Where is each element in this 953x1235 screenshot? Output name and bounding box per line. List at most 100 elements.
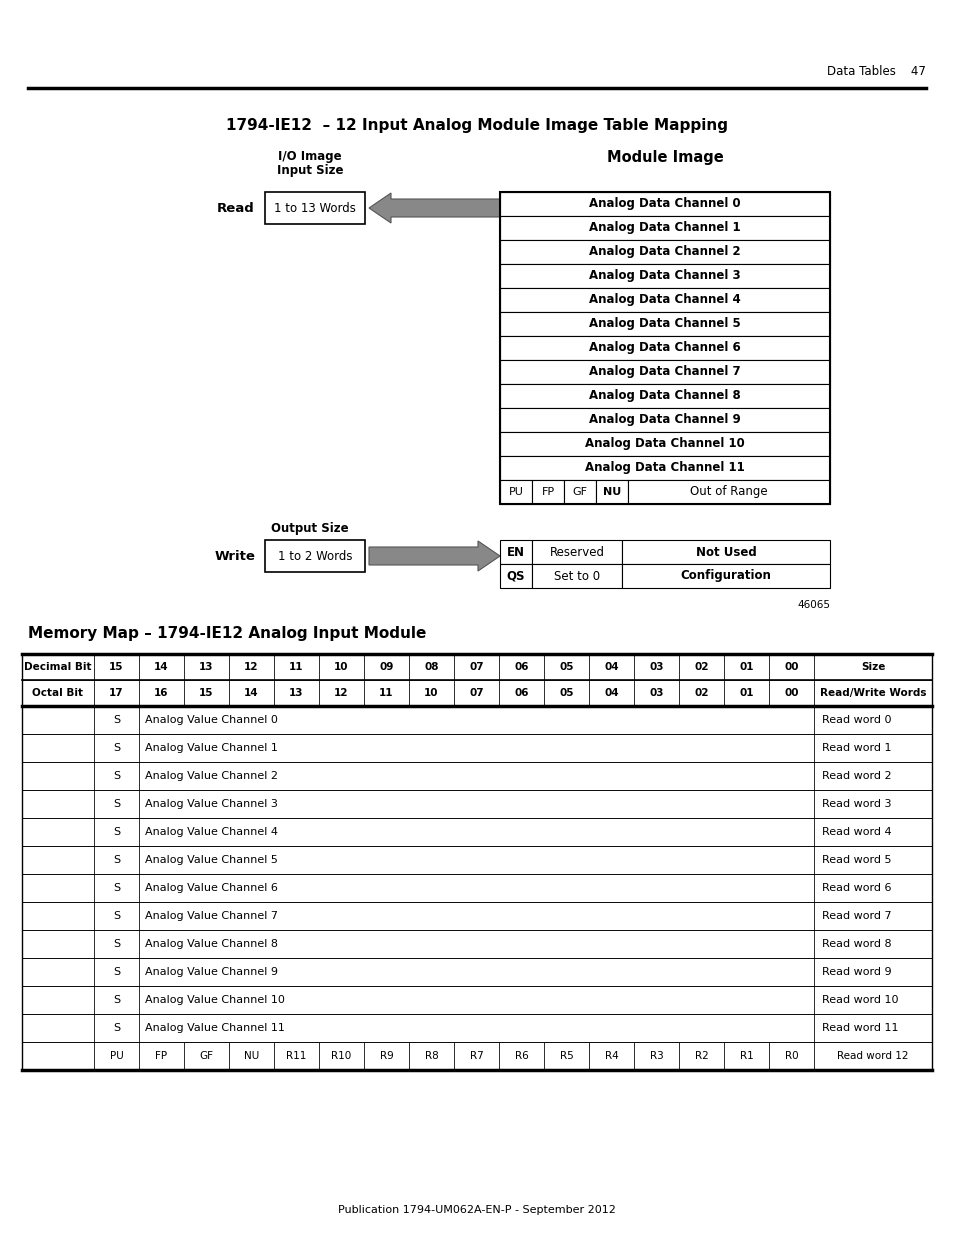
Bar bbox=[139, 818, 813, 846]
Text: 06: 06 bbox=[514, 662, 528, 672]
Text: 14: 14 bbox=[154, 662, 169, 672]
Text: Input Size: Input Size bbox=[276, 164, 343, 177]
Bar bbox=[813, 846, 931, 874]
Bar bbox=[634, 1042, 679, 1070]
Text: R6: R6 bbox=[514, 1051, 528, 1061]
Text: Out of Range: Out of Range bbox=[689, 485, 767, 499]
Bar bbox=[813, 680, 931, 706]
Text: Read word 4: Read word 4 bbox=[821, 827, 891, 837]
Text: PU: PU bbox=[110, 1051, 123, 1061]
Text: 09: 09 bbox=[379, 662, 394, 672]
Bar bbox=[22, 762, 94, 790]
Bar bbox=[499, 240, 829, 264]
Bar bbox=[679, 680, 723, 706]
Text: Analog Value Channel 8: Analog Value Channel 8 bbox=[145, 939, 277, 948]
Text: Read word 0: Read word 0 bbox=[821, 715, 890, 725]
Text: 15: 15 bbox=[110, 662, 124, 672]
Bar bbox=[498, 680, 543, 706]
Bar bbox=[768, 655, 813, 680]
Bar bbox=[498, 1042, 543, 1070]
Text: 01: 01 bbox=[739, 662, 753, 672]
Bar bbox=[94, 1014, 139, 1042]
Text: S: S bbox=[112, 855, 120, 864]
Text: 13: 13 bbox=[289, 688, 303, 698]
Text: 07: 07 bbox=[469, 662, 483, 672]
Bar bbox=[22, 874, 94, 902]
Text: 12: 12 bbox=[334, 688, 349, 698]
Text: NU: NU bbox=[602, 487, 620, 496]
Bar bbox=[94, 846, 139, 874]
Bar bbox=[94, 706, 139, 734]
Bar bbox=[588, 1042, 634, 1070]
Bar bbox=[621, 540, 829, 564]
Bar bbox=[139, 874, 813, 902]
Text: R5: R5 bbox=[559, 1051, 573, 1061]
Bar bbox=[22, 706, 94, 734]
Text: 1 to 2 Words: 1 to 2 Words bbox=[277, 550, 352, 562]
Text: Output Size: Output Size bbox=[271, 522, 349, 535]
Text: 00: 00 bbox=[783, 662, 798, 672]
Bar bbox=[532, 480, 563, 504]
Text: 01: 01 bbox=[739, 688, 753, 698]
Text: R8: R8 bbox=[424, 1051, 438, 1061]
Text: Analog Data Channel 10: Analog Data Channel 10 bbox=[584, 437, 744, 451]
Bar bbox=[94, 762, 139, 790]
Text: Memory Map – 1794-IE12 Analog Input Module: Memory Map – 1794-IE12 Analog Input Modu… bbox=[28, 626, 426, 641]
Bar bbox=[94, 680, 139, 706]
Text: Analog Data Channel 2: Analog Data Channel 2 bbox=[589, 246, 740, 258]
Text: 02: 02 bbox=[694, 662, 708, 672]
Text: 06: 06 bbox=[514, 688, 528, 698]
Bar bbox=[265, 540, 365, 572]
Text: R0: R0 bbox=[784, 1051, 798, 1061]
Text: S: S bbox=[112, 771, 120, 781]
Bar bbox=[813, 706, 931, 734]
Text: EN: EN bbox=[506, 546, 524, 558]
Text: Read word 12: Read word 12 bbox=[837, 1051, 908, 1061]
Text: Publication 1794-UM062A-EN-P - September 2012: Publication 1794-UM062A-EN-P - September… bbox=[337, 1205, 616, 1215]
Text: Analog Data Channel 11: Analog Data Channel 11 bbox=[584, 462, 744, 474]
Text: Analog Value Channel 2: Analog Value Channel 2 bbox=[145, 771, 277, 781]
Bar bbox=[588, 680, 634, 706]
Bar bbox=[813, 818, 931, 846]
Text: GF: GF bbox=[572, 487, 587, 496]
Text: Analog Data Channel 4: Analog Data Channel 4 bbox=[589, 294, 740, 306]
FancyArrow shape bbox=[369, 193, 499, 224]
Text: Read word 9: Read word 9 bbox=[821, 967, 891, 977]
Bar bbox=[265, 191, 365, 224]
Text: Analog Data Channel 6: Analog Data Channel 6 bbox=[589, 342, 740, 354]
Bar bbox=[94, 902, 139, 930]
Text: Analog Value Channel 4: Analog Value Channel 4 bbox=[145, 827, 277, 837]
Text: Read word 10: Read word 10 bbox=[821, 995, 898, 1005]
Bar bbox=[22, 680, 94, 706]
Text: S: S bbox=[112, 827, 120, 837]
Text: 11: 11 bbox=[289, 662, 303, 672]
Bar bbox=[94, 655, 139, 680]
Text: S: S bbox=[112, 743, 120, 753]
Bar bbox=[621, 564, 829, 588]
Bar bbox=[22, 958, 94, 986]
Text: Analog Value Channel 5: Analog Value Channel 5 bbox=[145, 855, 277, 864]
Text: NU: NU bbox=[244, 1051, 259, 1061]
Bar bbox=[139, 762, 813, 790]
Bar bbox=[813, 958, 931, 986]
Text: 46065: 46065 bbox=[796, 600, 829, 610]
Text: 03: 03 bbox=[649, 688, 663, 698]
Bar bbox=[318, 655, 364, 680]
Text: R4: R4 bbox=[604, 1051, 618, 1061]
Text: S: S bbox=[112, 1023, 120, 1032]
Bar bbox=[139, 790, 813, 818]
Text: 04: 04 bbox=[603, 688, 618, 698]
Text: 12: 12 bbox=[244, 662, 258, 672]
Text: FP: FP bbox=[541, 487, 554, 496]
Text: R11: R11 bbox=[286, 1051, 306, 1061]
Text: 10: 10 bbox=[424, 688, 438, 698]
Text: Analog Data Channel 5: Analog Data Channel 5 bbox=[589, 317, 740, 331]
Text: Set to 0: Set to 0 bbox=[554, 569, 599, 583]
Bar bbox=[229, 655, 274, 680]
Bar bbox=[768, 680, 813, 706]
Text: Analog Data Channel 9: Analog Data Channel 9 bbox=[589, 414, 740, 426]
Bar bbox=[22, 734, 94, 762]
Text: Read word 11: Read word 11 bbox=[821, 1023, 898, 1032]
Text: 07: 07 bbox=[469, 688, 483, 698]
Bar bbox=[318, 680, 364, 706]
